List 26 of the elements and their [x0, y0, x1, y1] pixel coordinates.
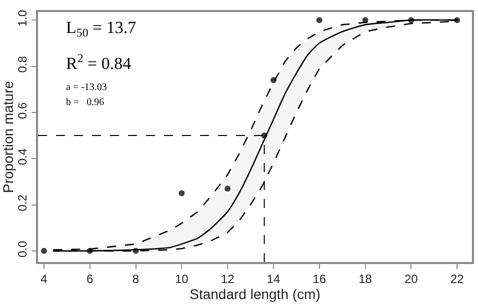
point — [224, 186, 231, 192]
annotation: R$^{2}$ = 0.84 — [66, 51, 132, 74]
x-tick-label: 16 — [312, 272, 326, 286]
y-tick-label: 0.6 — [15, 102, 30, 119]
annotation: a = -13.03 — [66, 82, 107, 93]
y-tick-label: 0.0 — [15, 240, 30, 258]
y-axis-title: Proportion mature — [0, 80, 16, 194]
x-tick-label: 4 — [40, 272, 48, 286]
x-tick-label: 6 — [86, 272, 94, 286]
x-tick-label: 14 — [266, 272, 280, 286]
y-tick-label: 0.8 — [15, 56, 30, 73]
x-tick-label: 20 — [404, 272, 418, 286]
x-tick-label: 10 — [174, 272, 189, 286]
x-tick-label: 22 — [450, 272, 464, 286]
x-tick-label: 12 — [220, 272, 235, 286]
x-tick-label: 18 — [358, 272, 372, 286]
point — [316, 17, 322, 24]
x-axis-title: Standard length (cm) — [190, 286, 320, 302]
y-tick-label: 0.4 — [15, 148, 30, 166]
annotation: b = 0.96 — [66, 97, 104, 108]
point — [40, 248, 47, 254]
x-tick-label: 8 — [132, 272, 140, 286]
annotation: L$_{50}$ = 13.7 — [66, 18, 137, 40]
y-tick-label: 1.0 — [15, 10, 30, 27]
y-tick-label: 0.2 — [15, 194, 30, 212]
point — [178, 190, 185, 196]
